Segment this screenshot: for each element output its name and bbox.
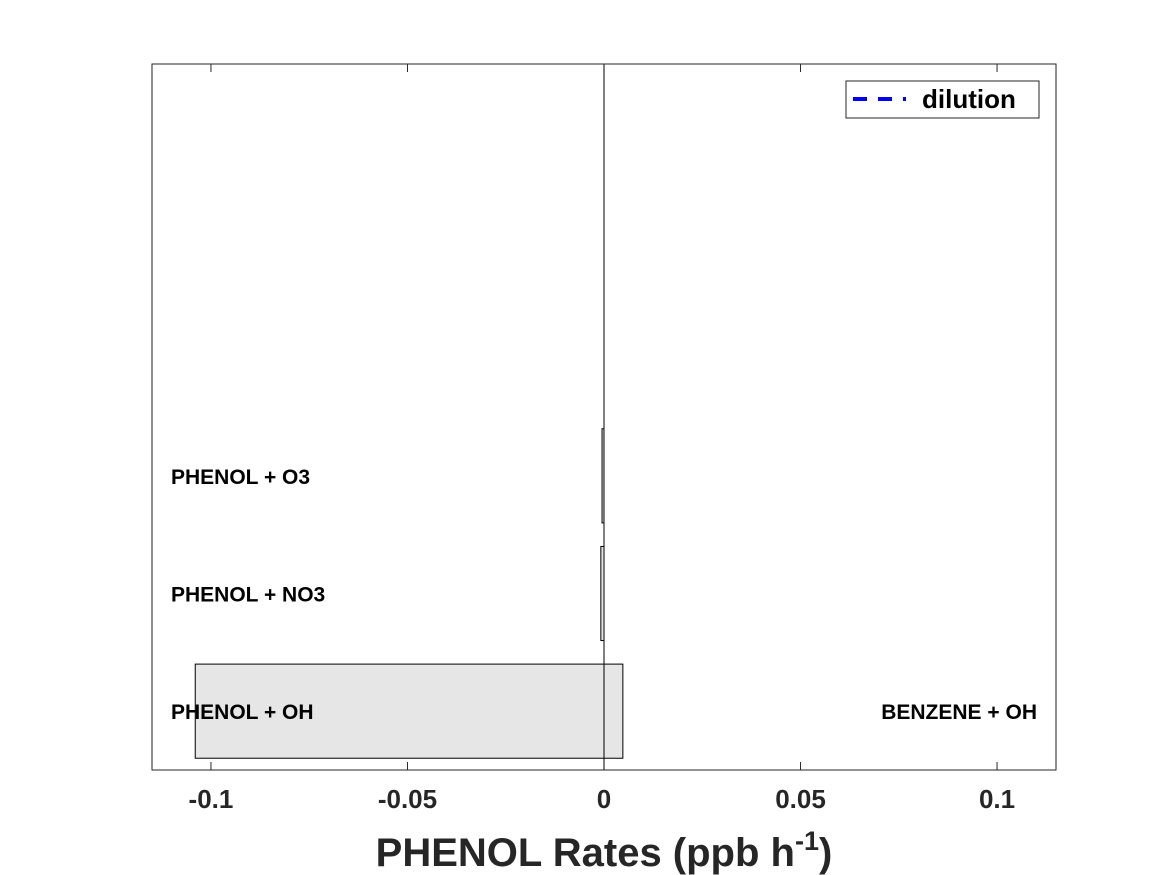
loss-label-1: PHENOL + NO3: [171, 584, 325, 607]
x-axis-title-superscript: -1: [795, 826, 819, 856]
legend-label-dilution: dilution: [922, 84, 1016, 114]
x-tick-label-3: 0.05: [775, 784, 826, 814]
x-axis-title: PHENOL Rates (ppb h-1): [376, 826, 833, 875]
x-tick-label-1: -0.05: [378, 784, 437, 814]
x-tick-label-4: 0.1: [979, 784, 1015, 814]
bar-production-0: [603, 663, 624, 759]
tick-labels-group: -0.1 -0.05 0 0.05 0.1: [189, 784, 1016, 814]
legend: dilution: [845, 80, 1040, 119]
x-axis-title-main: PHENOL Rates (ppb h: [376, 831, 795, 875]
loss-label-0: PHENOL + OH: [171, 701, 314, 724]
bars-group: [194, 428, 624, 759]
x-tick-label-0: -0.1: [189, 784, 234, 814]
production-label-0: BENZENE + OH: [881, 701, 1037, 724]
bar-loss-0: [194, 663, 605, 759]
plot-frame: [151, 63, 1057, 771]
bar-labels-group: PHENOL + OH PHENOL + NO3 PHENOL + O3 BENZEN…: [171, 466, 1037, 724]
x-tick-label-2: 0: [597, 784, 611, 814]
loss-label-2: PHENOL + O3: [171, 466, 310, 489]
x-axis-title-close: ): [819, 831, 832, 875]
